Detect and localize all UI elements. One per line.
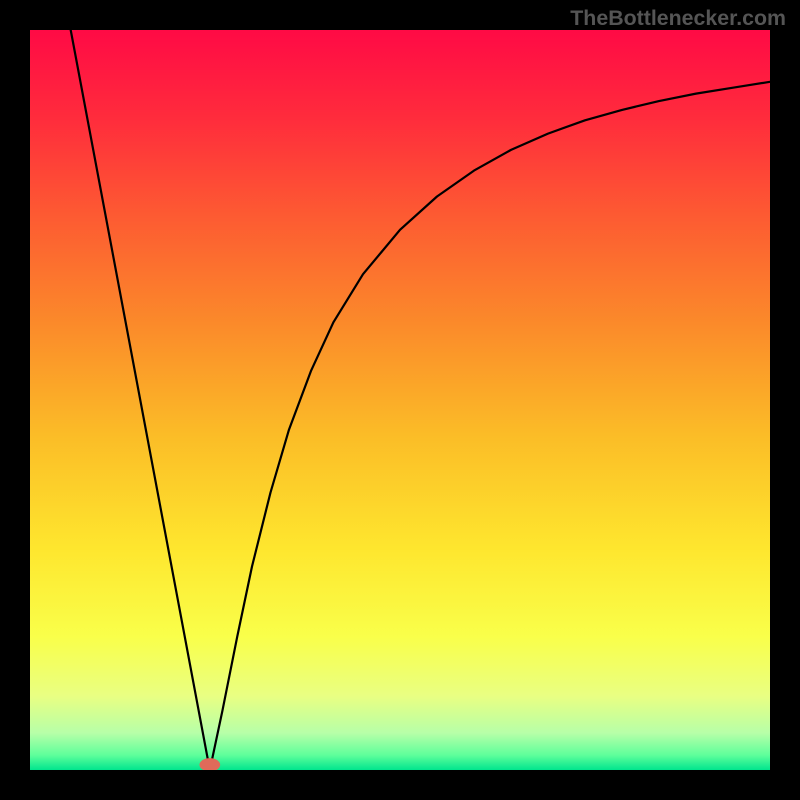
plot-svg [30, 30, 770, 770]
chart-container: TheBottlenecker.com [0, 0, 800, 800]
plot-area [30, 30, 770, 770]
watermark-text: TheBottlenecker.com [570, 6, 786, 31]
